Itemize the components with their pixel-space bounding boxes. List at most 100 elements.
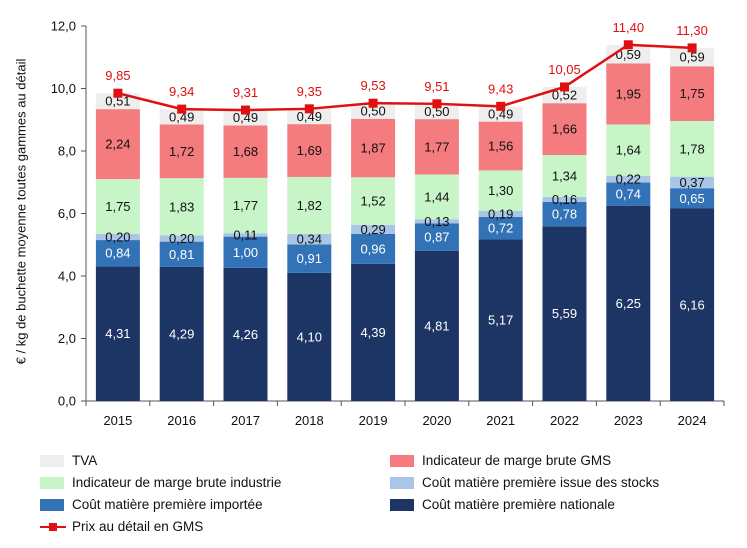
segment-label: 6,16 [679,297,704,312]
price-marker [177,104,187,114]
bar-segment [287,272,332,401]
bar-segment [606,205,651,401]
segment-label: 0,20 [105,229,130,244]
bar-segment [670,121,715,177]
x-tick-label: 2024 [678,413,707,428]
x-tick-label: 2019 [359,413,388,428]
bar-segment [478,216,523,240]
bar-segment [159,241,204,267]
bar-segment [542,155,587,197]
bar-segment [351,233,396,264]
x-tick-label: 2016 [167,413,196,428]
legend-item-industry-margin: Indicateur de marge brute industrie [40,475,281,490]
x-tick-label: 2015 [103,413,132,428]
y-tick-label: 10,0 [51,81,76,96]
bar-segment [606,63,651,125]
chart-legend: TVA Indicateur de marge brute GMS Indica… [0,445,747,548]
x-tick-label: 2020 [422,413,451,428]
segment-label: 4,26 [233,327,258,342]
bar-segment [414,250,459,401]
bar-segment [606,175,651,183]
segment-label: 0,84 [105,246,130,261]
y-tick-label: 12,0 [51,19,76,34]
segment-label: 4,81 [424,318,449,333]
price-marker [304,104,314,114]
bar-segment [95,233,140,241]
bar-segment [95,266,140,401]
bar-segment [414,219,459,224]
bar-segment [670,47,715,67]
bar-segment [670,208,715,401]
price-label: 9,51 [424,79,449,94]
legend-swatch-industry-margin [40,476,64,489]
price-marker [687,43,697,53]
segment-label: 1,75 [679,86,704,101]
segment-label: 0,74 [616,187,641,202]
bar-segment [351,118,396,178]
price-line [117,43,693,112]
segment-label: 0,78 [552,207,577,222]
price-label: 9,85 [105,68,130,83]
segment-label: 0,49 [297,109,322,124]
bar-segment [95,179,140,234]
segment-label: 0,20 [169,231,194,246]
legend-item-tva: TVA [40,453,97,468]
chart-price-labels: 9,85 9,34 9,31 9,35 9,53 9,51 9,43 10,05 11,40 11… [105,20,708,100]
price-marker [368,98,378,108]
y-tick-label: 6,0 [58,206,76,221]
bar-segment [95,109,140,180]
legend-swatch-stock-cost [390,476,414,489]
segment-label: 1,66 [552,122,577,137]
y-tick-label: 0,0 [58,394,76,409]
legend-item-retail-price: Prix au détail en GMS [40,519,203,534]
bar-segment [478,106,523,122]
legend-label-import-cost: Coût matière première importée [72,497,263,512]
bar-segment [542,103,587,156]
segment-label: 1,64 [616,143,641,158]
x-tick-label: 2018 [295,413,324,428]
bar-segment [606,124,651,176]
chart-axes: 0,0 2,0 4,0 6,0 8,0 10,0 12,0 [51,19,725,409]
segment-label: 2,24 [105,137,130,152]
bar-segment [670,188,715,209]
price-label: 9,31 [233,85,258,100]
legend-label-gms-margin: Indicateur de marge brute GMS [422,453,612,468]
segment-label: 5,17 [488,313,513,328]
segment-label: 0,59 [679,50,704,65]
segment-label: 0,96 [360,241,385,256]
chart-x-tick-labels: 2015 2016 2017 2018 2019 2020 2021 2022 2023 2024 [103,413,706,428]
y-tick-label: 2,0 [58,331,76,346]
bar-segment [606,182,651,206]
chart-price-line [113,40,697,115]
segment-label: 0,29 [360,222,385,237]
bar-segment [159,178,204,236]
segment-label: 0,19 [488,206,513,221]
legend-swatch-import-cost [40,498,64,511]
bar-segment [287,233,332,245]
price-label: 9,34 [169,84,194,99]
bar-segment [223,110,268,126]
segment-label: 1,69 [297,143,322,158]
y-tick-label: 8,0 [58,144,76,159]
x-tick-label: 2021 [486,413,515,428]
bar-segment [223,233,268,237]
segment-label: 0,91 [297,251,322,266]
segment-label: 1,68 [233,144,258,159]
segment-label: 1,75 [105,199,130,214]
bar-segment [287,176,332,234]
segment-label: 1,95 [616,86,641,101]
price-label: 10,05 [548,62,581,77]
bar-segment [542,201,587,227]
bar-segment [670,66,715,121]
segment-label: 0,51 [105,94,130,109]
price-label: 9,43 [488,81,513,96]
bar-segment [95,240,140,267]
legend-swatch-national-cost [390,498,414,511]
bar-segment [159,124,204,179]
x-tick-label: 2022 [550,413,579,428]
segment-label: 1,56 [488,139,513,154]
segment-label: 0,65 [679,191,704,206]
bar-segment [351,177,396,225]
segment-label: 1,77 [233,198,258,213]
